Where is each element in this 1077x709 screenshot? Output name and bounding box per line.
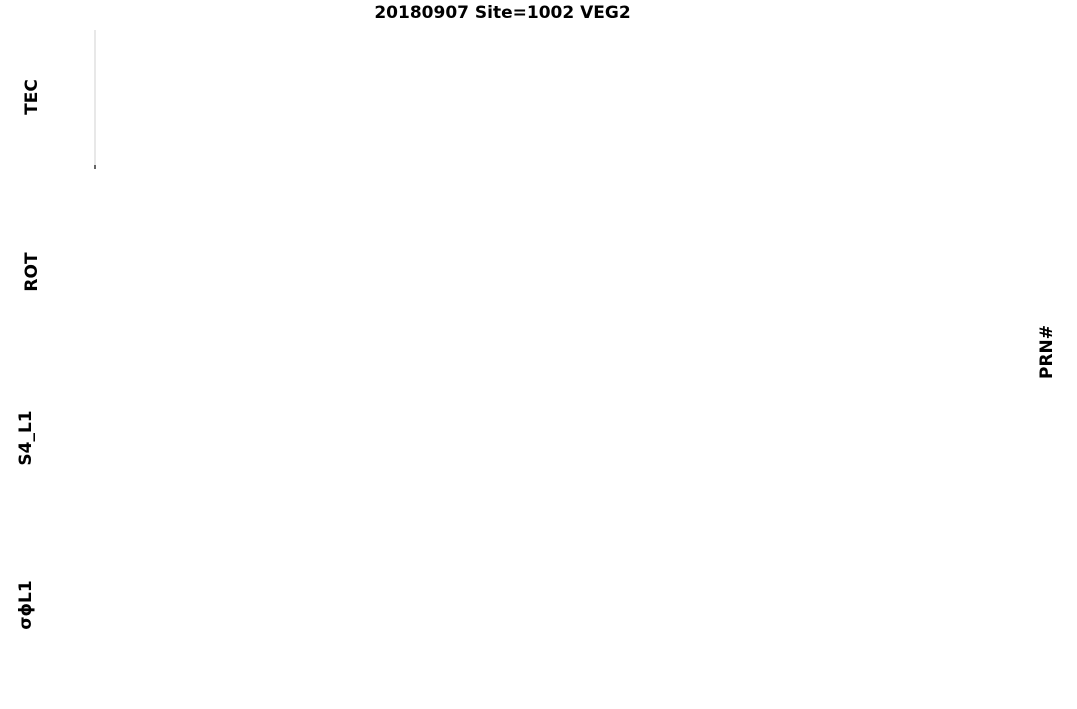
chart-title: 20180907 Site=1002 VEG2 bbox=[374, 3, 631, 23]
